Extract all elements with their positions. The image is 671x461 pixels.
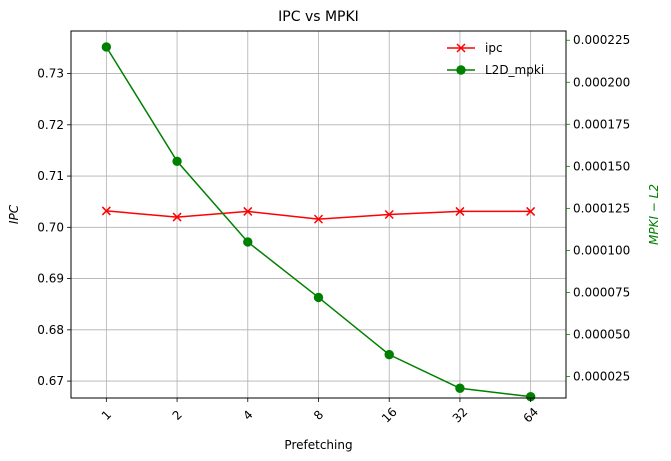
left-tick-label: 0.71: [37, 169, 64, 183]
left-tick-label: 0.72: [37, 118, 64, 132]
chart-title: IPC vs MPKI: [278, 9, 359, 25]
series-layer: [101, 42, 536, 402]
x-tick-label: 4: [240, 408, 255, 423]
data-point-l2d_mpki: [455, 383, 465, 393]
x-tick-label: 1: [99, 408, 114, 423]
legend-marker-ipc: [456, 43, 466, 53]
data-point-l2d_mpki: [313, 292, 324, 303]
data-point-l2d_mpki: [384, 349, 394, 360]
left-axis: 0.67 0.68 0.69 0.70 0.71 0.72 0.73: [37, 67, 71, 388]
data-point-ipc: [526, 206, 536, 216]
right-tick-label: 0.000150: [573, 159, 630, 173]
left-tick-label: 0.68: [37, 323, 64, 337]
left-tick-label: 0.67: [37, 374, 64, 388]
right-axis-label: MPKI − L2: [647, 184, 661, 245]
right-tick-label: 0.000125: [573, 201, 630, 215]
left-tick-label: 0.73: [37, 67, 64, 81]
right-tick-label: 0.000025: [573, 369, 630, 383]
left-tick-label: 0.70: [37, 220, 64, 234]
data-point-l2d_mpki: [101, 42, 112, 52]
x-tick-label: 8: [311, 408, 326, 423]
legend: ipc L2D_mpki: [447, 41, 544, 77]
x-tick-label: 32: [450, 405, 471, 426]
data-point-l2d_mpki: [243, 237, 253, 247]
x-tick-label: 16: [379, 405, 400, 426]
right-tick-label: 0.000225: [573, 33, 630, 47]
x-tick-label: 2: [170, 408, 185, 423]
right-tick-label: 0.000175: [573, 117, 630, 131]
x-axis-label: Prefetching: [284, 438, 352, 452]
data-point-ipc: [455, 206, 465, 216]
right-tick-label: 0.000050: [573, 327, 630, 341]
legend-label-ipc: ipc: [485, 41, 503, 55]
right-axis: 0.000025 0.000050 0.000075 0.000100 0.000125…: [566, 33, 630, 383]
right-tick-label: 0.000075: [573, 285, 630, 299]
data-point-ipc: [101, 206, 111, 216]
legend-label-l2d_mpki: L2D_mpki: [485, 63, 544, 77]
right-tick-label: 0.000200: [573, 75, 630, 89]
data-point-ipc: [243, 206, 253, 216]
data-point-ipc: [384, 209, 394, 220]
left-tick-label: 0.69: [37, 272, 64, 286]
right-tick-label: 0.000100: [573, 243, 630, 257]
x-tick-label: 64: [520, 405, 541, 426]
legend-marker-l2d_mpki: [456, 65, 466, 75]
data-point-ipc: [172, 212, 182, 222]
left-axis-label: IPC: [7, 204, 21, 224]
data-point-ipc: [313, 214, 324, 224]
data-point-l2d_mpki: [172, 156, 182, 166]
x-axis: 1 2 4 8 16 32 64: [99, 398, 541, 426]
